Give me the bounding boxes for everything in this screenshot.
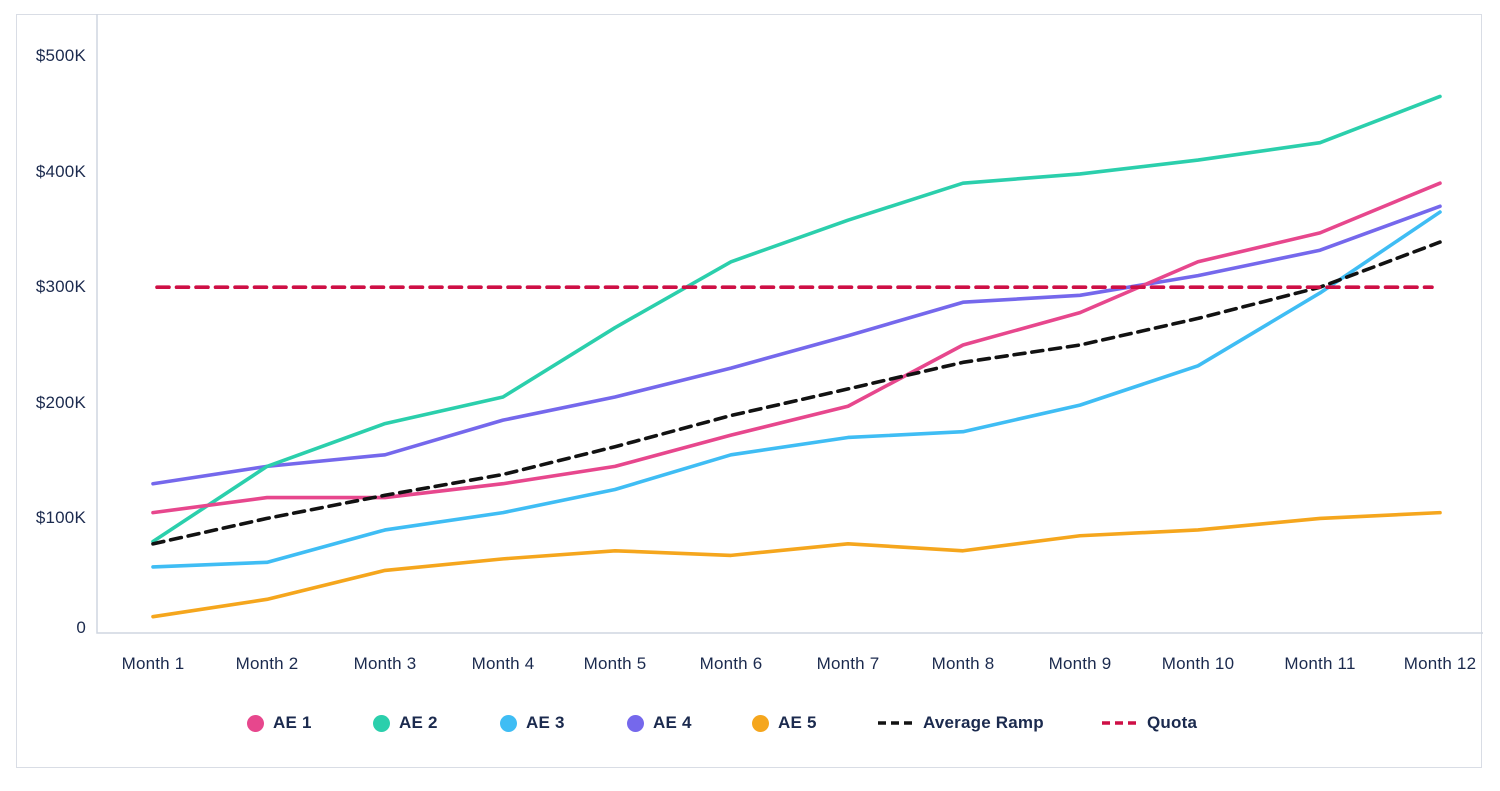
legend-label: Average Ramp — [923, 713, 1044, 732]
legend-item-ae-1[interactable]: AE 1 — [247, 712, 312, 734]
x-tick-label-month-12: Month 12 — [1403, 654, 1477, 673]
y-tick-label: $100K — [35, 508, 86, 528]
x-tick-label-month-10: Month 10 — [1161, 654, 1235, 673]
legend-label: AE 1 — [273, 713, 312, 732]
legend-label: AE 4 — [653, 713, 692, 732]
x-tick-label-month-5: Month 5 — [583, 654, 647, 673]
y-tick-label: $500K — [35, 46, 86, 65]
legend-item-quota[interactable]: Quota — [1102, 712, 1197, 734]
legend-item-ae-2[interactable]: AE 2 — [373, 712, 438, 734]
legend-dash-icon — [878, 721, 914, 725]
x-tick-label-month-3: Month 3 — [353, 654, 417, 673]
legend-dash-icon — [1102, 721, 1138, 725]
x-tick-label-month-4: Month 4 — [471, 654, 535, 673]
legend-label: Quota — [1147, 713, 1198, 732]
legend-dot-icon — [247, 714, 264, 732]
x-tick-label-month-2: Month 2 — [235, 654, 299, 673]
x-tick-label-month-1: Month 1 — [121, 654, 185, 673]
y-tick-label: $200K — [35, 392, 86, 412]
legend-label: AE 2 — [399, 713, 438, 732]
x-tick-label-month-11: Month 11 — [1284, 654, 1356, 673]
legend-item-ae-5[interactable]: AE 5 — [752, 712, 817, 734]
legend-dot-icon — [500, 714, 517, 732]
y-tick-label: $400K — [35, 161, 86, 181]
y-tick-label: $300K — [35, 277, 86, 297]
x-tick-label-month-8: Month 8 — [931, 654, 995, 673]
x-tick-label-month-9: Month 9 — [1048, 654, 1112, 673]
legend-label: AE 3 — [526, 713, 565, 732]
x-tick-label-month-7: Month 7 — [816, 654, 880, 673]
legend-item-ae-3[interactable]: AE 3 — [500, 712, 565, 734]
legend-dot-icon — [752, 714, 769, 732]
legend-label: AE 5 — [778, 713, 817, 732]
y-tick-label: 0 — [76, 618, 86, 637]
legend-item-average-ramp[interactable]: Average Ramp — [878, 712, 1044, 734]
x-tick-label-month-6: Month 6 — [699, 654, 763, 673]
legend-dot-icon — [627, 714, 644, 732]
legend-dot-icon — [373, 714, 390, 732]
legend-item-ae-4[interactable]: AE 4 — [627, 712, 692, 734]
